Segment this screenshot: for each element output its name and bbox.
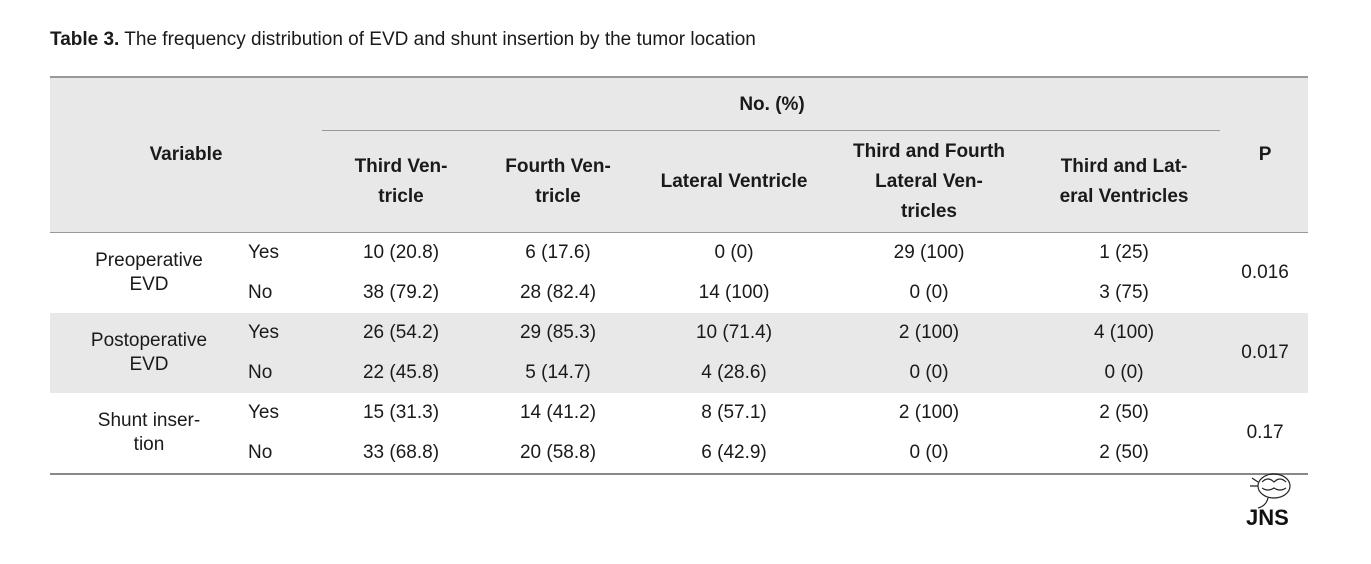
table-row: No 38 (79.2) 28 (82.4) 14 (100) 0 (0) 3 (75) <box>50 273 1308 313</box>
table-caption: Table 3. The frequency distribution of E… <box>50 29 756 51</box>
p-value: 0.17 <box>1246 422 1284 443</box>
column-header-line: Fourth Ven- <box>505 156 611 177</box>
table-cell: 15 (31.3) <box>362 402 440 423</box>
table-cell: 0 (0) <box>909 282 949 303</box>
yes-no-label: Yes <box>248 313 323 353</box>
table-cell: 14 (41.2) <box>519 402 597 423</box>
column-header-line: Third and Lat- <box>1060 156 1188 177</box>
table-cell: 0 (0) <box>909 442 949 463</box>
column-header: Lateral Ventricle <box>636 132 833 233</box>
p-value: 0.017 <box>1222 313 1309 393</box>
variable-name: Postoperative EVD <box>50 313 248 393</box>
column-header-line: Third and Fourth <box>853 141 1005 162</box>
table-row: Shunt inser-tion Yes 15 (31.3) 14 (41.2) 8 (… <box>50 393 1308 455</box>
table-cell: 6 (17.6) <box>525 242 591 263</box>
table-caption-text: The frequency distribution of EVD and sh… <box>124 29 756 50</box>
table-cell: 10 (71.4) <box>636 313 833 353</box>
table-cell: 3 (75) <box>1099 282 1149 303</box>
table-row: No 33 (68.8) 20 (58.8) 6 (42.9) 0 (0) 2 (50) <box>50 433 1308 474</box>
table-cell: 14 (100) <box>698 282 770 303</box>
table-cell: 26 (54.2) <box>322 313 481 353</box>
table-body: Preoperative EVD Yes 10 (20.8) 6 (17.6) 0 (0)… <box>50 233 1309 474</box>
column-header: Fourth Ven-tricle <box>480 132 637 233</box>
column-header: Third and Lat-eral Ventricles <box>1026 132 1223 233</box>
p-value: 0.016 <box>1241 262 1289 283</box>
column-header: Third Ven-tricle <box>322 132 481 233</box>
table-cell: 22 (45.8) <box>322 353 481 393</box>
logo-text: JNS <box>1246 505 1289 530</box>
column-header-line: tricle <box>535 186 581 207</box>
variable-name-line: Shunt inser- <box>97 410 201 431</box>
table-cell: 8 (57.1) <box>701 402 767 423</box>
column-headers: Third Ven-tricle Fourth Ven-tricle Lateral… <box>50 132 1308 233</box>
table-cell: 2 (50) <box>1099 442 1149 463</box>
table-cell: 0 (0) <box>832 353 1027 393</box>
brain-logo-icon: JNS <box>1246 473 1291 530</box>
table-cell: 5 (14.7) <box>480 353 637 393</box>
group-header: No. (%) <box>322 77 1223 132</box>
variable-name: Preoperative EVD <box>50 233 248 314</box>
column-header-line: eral Ventricles <box>1059 186 1189 207</box>
yes-no-label: No <box>248 442 273 463</box>
table-cell: 2 (100) <box>898 402 960 423</box>
variable-name-line: EVD <box>129 274 169 295</box>
group-header-rule <box>322 130 1220 131</box>
table-cell: 2 (50) <box>1099 402 1149 423</box>
yes-no-label: No <box>248 353 323 393</box>
yes-no-label: No <box>248 282 273 303</box>
frequency-table: Variable No. (%) P Third Ven-tricle Fourt… <box>50 76 1309 475</box>
table-header: Variable No. (%) P Third Ven-tricle Fourt… <box>50 77 1309 233</box>
table-cell: 29 (85.3) <box>480 313 637 353</box>
column-header-line: Third Ven- <box>354 156 448 177</box>
table-cell: 6 (42.9) <box>701 442 767 463</box>
variable-header: Variable <box>50 77 323 233</box>
table-caption-label: Table 3. <box>50 29 120 50</box>
table-cell: 33 (68.8) <box>362 442 440 463</box>
table-cell: 10 (20.8) <box>362 242 440 263</box>
variable-name: Shunt inser-tion <box>50 393 248 474</box>
table-cell: 28 (82.4) <box>519 282 597 303</box>
table-cell: 38 (79.2) <box>362 282 440 303</box>
table-cell: 0 (0) <box>1026 353 1223 393</box>
table-cell: 29 (100) <box>893 242 965 263</box>
table-cell: 4 (100) <box>1026 313 1223 353</box>
variable-name-line: tion <box>133 434 165 455</box>
table-row: Postoperative EVD Yes 26 (54.2) 29 (85.3) 10 … <box>50 313 1309 393</box>
variable-name-line: Preoperative <box>95 250 203 271</box>
table-cell: 1 (25) <box>1099 242 1149 263</box>
column-header-line: Lateral Ventricle <box>660 171 808 192</box>
column-header-line: tricle <box>378 186 424 207</box>
variable-name-line: EVD <box>129 354 169 375</box>
table-row: Preoperative EVD Yes 10 (20.8) 6 (17.6) 0 (0)… <box>50 233 1308 295</box>
p-header: P <box>1222 77 1309 233</box>
yes-no-label: Yes <box>248 242 279 263</box>
table-row: No 22 (45.8) 5 (14.7) 4 (28.6) 0 (0) 0 (0) <box>50 353 1308 393</box>
variable-name-line: Postoperative <box>90 330 208 351</box>
column-header-line: Lateral Ven- <box>875 171 983 192</box>
table-cell: 0 (0) <box>714 242 754 263</box>
table-cell: 2 (100) <box>832 313 1027 353</box>
table-cell: 20 (58.8) <box>519 442 597 463</box>
yes-no-label: Yes <box>248 402 279 423</box>
column-header: Third and Fourth Lateral Ven-tricles <box>832 132 1027 233</box>
column-header-line: tricles <box>901 201 957 222</box>
table-cell: 4 (28.6) <box>636 353 833 393</box>
